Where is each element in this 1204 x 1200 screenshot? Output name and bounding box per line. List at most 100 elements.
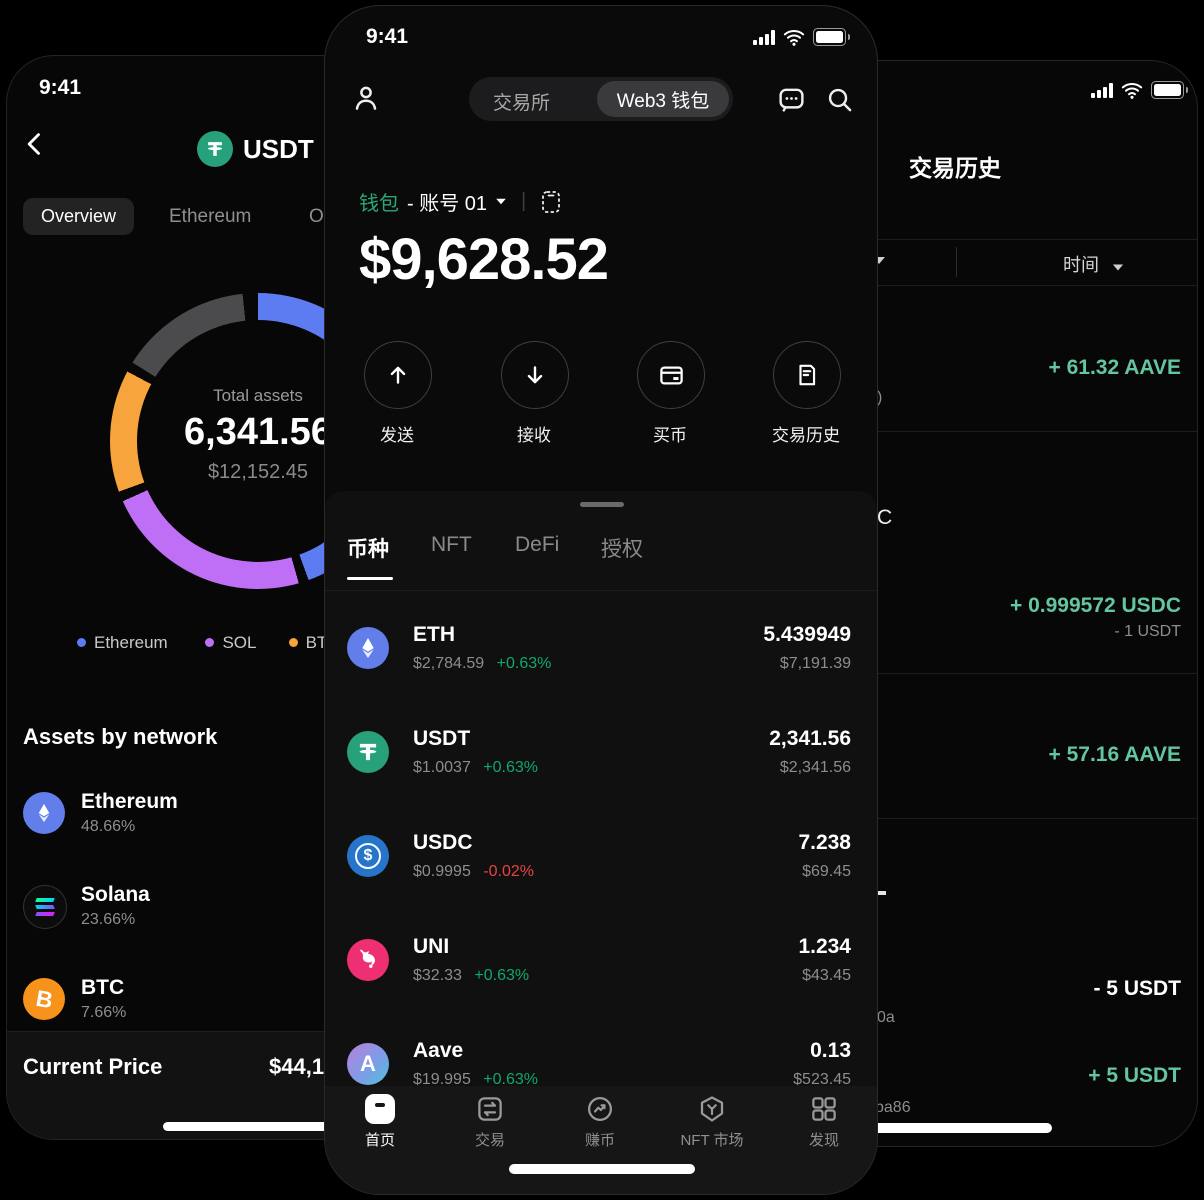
coin-amount: 7.238 bbox=[798, 831, 851, 854]
hidden-filter-caret[interactable] bbox=[873, 257, 885, 264]
coin-symbol: USDT bbox=[413, 727, 471, 750]
tab-nft[interactable]: NFT bbox=[431, 533, 472, 556]
tab-overview-label: Overview bbox=[41, 206, 117, 226]
nav-earn[interactable]: 赚币 bbox=[545, 1094, 655, 1150]
network-percent: 7.66% bbox=[81, 1004, 127, 1021]
tab-web3-wallet[interactable]: Web3 钱包 bbox=[597, 81, 729, 117]
coin-symbol: ETH bbox=[413, 623, 455, 646]
tab-approvals[interactable]: 授权 bbox=[601, 538, 643, 561]
time-filter-caret bbox=[1112, 264, 1124, 271]
tether-glyph-icon bbox=[207, 142, 223, 156]
network-row-btc[interactable]: B BTC 7.66% bbox=[23, 976, 623, 1022]
wifi-icon bbox=[1121, 82, 1143, 99]
back-button[interactable] bbox=[21, 130, 49, 158]
earn-icon bbox=[588, 1097, 612, 1121]
tab-ethereum[interactable]: Ethereum bbox=[169, 206, 251, 228]
wallet-label: 钱包 bbox=[359, 193, 399, 215]
coin-price-change: $19.995 +0.63% bbox=[413, 1071, 539, 1088]
coin-price-change: $0.9995 -0.02% bbox=[413, 863, 534, 880]
tab-coins[interactable]: 币种 bbox=[347, 538, 389, 561]
btc-network-icon: B bbox=[23, 978, 65, 1020]
transaction-amount[interactable]: - 5 USDT bbox=[1093, 977, 1181, 1000]
arrow-up-icon bbox=[390, 366, 406, 384]
home-indicator[interactable] bbox=[509, 1164, 695, 1174]
usdt-coin-icon bbox=[347, 731, 389, 773]
wifi-icon bbox=[783, 29, 805, 46]
transaction-partial-glyph bbox=[877, 891, 886, 895]
coin-row-eth[interactable]: ETH $2,784.59 +0.63% 5.439949 $7,191.39 bbox=[325, 611, 877, 715]
tab-other-label: O bbox=[309, 206, 324, 227]
network-name: Solana bbox=[81, 883, 150, 906]
network-name: Ethereum bbox=[81, 790, 178, 813]
message-button[interactable] bbox=[777, 85, 806, 114]
status-icons bbox=[1091, 81, 1188, 99]
coin-amount: 0.13 bbox=[810, 1039, 851, 1062]
ethereum-network-icon bbox=[23, 792, 65, 834]
coin-symbol: UNI bbox=[413, 935, 450, 958]
transaction-partial-text: ) bbox=[877, 389, 883, 406]
profile-button[interactable] bbox=[351, 83, 381, 113]
search-icon bbox=[828, 88, 852, 112]
battery-icon bbox=[813, 28, 850, 46]
assets-panel: 币种 NFT DeFi 授权 ETH $2,784.59 +0.63% 5.43… bbox=[325, 491, 877, 1194]
home-indicator[interactable] bbox=[849, 1123, 1052, 1133]
action-send[interactable]: 发送 bbox=[364, 341, 432, 445]
home-icon bbox=[365, 1094, 395, 1124]
action-receive[interactable]: 接收 bbox=[501, 341, 569, 445]
status-icons bbox=[753, 28, 850, 46]
coin-value: $523.45 bbox=[793, 1071, 851, 1088]
coin-price-change: $32.33 +0.63% bbox=[413, 967, 530, 984]
current-price-label: Current Price bbox=[23, 1054, 163, 1079]
signal-icon bbox=[753, 29, 775, 45]
transaction-amount[interactable]: + 5 USDT bbox=[1088, 1064, 1181, 1087]
drag-handle[interactable] bbox=[580, 502, 624, 507]
nav-discover[interactable]: 发现 bbox=[769, 1094, 877, 1150]
action-label: 接收 bbox=[517, 426, 551, 445]
coin-value: $43.45 bbox=[802, 967, 851, 984]
coin-row-usdt[interactable]: USDT $1.0037 +0.63% 2,341.56 $2,341.56 bbox=[325, 715, 877, 819]
scan-icon[interactable] bbox=[540, 190, 562, 214]
transaction-partial-text: C bbox=[877, 506, 893, 529]
search-button[interactable] bbox=[825, 85, 854, 114]
solana-network-icon bbox=[23, 885, 67, 929]
account-caret-icon bbox=[496, 198, 506, 205]
nav-home[interactable]: 首页 bbox=[325, 1094, 435, 1150]
action-buy[interactable]: 买币 bbox=[637, 341, 705, 445]
transaction-amount[interactable]: + 61.32 AAVE bbox=[1048, 356, 1182, 379]
time-filter[interactable]: 时间 bbox=[1063, 251, 1124, 277]
coin-price-change: $2,784.59 +0.63% bbox=[413, 655, 552, 672]
network-percent: 48.66% bbox=[81, 818, 136, 835]
nft-market-icon bbox=[700, 1096, 724, 1122]
account-selector[interactable]: 钱包 - 账号 01 | bbox=[359, 187, 562, 216]
nav-nft-market[interactable]: NFT 市场 bbox=[657, 1094, 767, 1150]
coin-amount: 1.234 bbox=[798, 935, 851, 958]
coin-symbol: USDC bbox=[413, 831, 473, 854]
coin-row-aave[interactable]: A Aave $19.995 +0.63% 0.13 $523.45 bbox=[325, 1027, 877, 1131]
coin-value: $2,341.56 bbox=[779, 759, 851, 776]
transaction-amount[interactable]: + 57.16 AAVE bbox=[1048, 743, 1182, 766]
coin-symbol: Aave bbox=[413, 1039, 464, 1062]
tab-overview[interactable]: Overview bbox=[23, 198, 135, 235]
coin-value: $7,191.39 bbox=[779, 655, 851, 672]
donut-center-label: Total assets bbox=[213, 386, 303, 405]
status-time: 9:41 bbox=[366, 25, 409, 48]
transaction-amount[interactable]: + 0.999572 USDC bbox=[1009, 594, 1181, 617]
network-row-solana[interactable]: Solana 23.66% bbox=[23, 883, 623, 929]
legend-dot-sol bbox=[205, 638, 215, 647]
eth-coin-icon bbox=[347, 627, 389, 669]
coin-row-usdc[interactable]: $ USDC $0.9995 -0.02% 7.238 $69.45 bbox=[325, 819, 877, 923]
action-history[interactable]: 交易历史 bbox=[772, 341, 841, 445]
tab-defi[interactable]: DeFi bbox=[515, 533, 560, 556]
coin-row-uni[interactable]: UNI $32.33 +0.63% 1.234 $43.45 bbox=[325, 923, 877, 1027]
tab-other[interactable]: O bbox=[309, 206, 324, 228]
tab-exchange[interactable]: 交易所 bbox=[493, 93, 551, 114]
status-time: 9:41 bbox=[39, 76, 82, 99]
uni-coin-icon bbox=[347, 939, 389, 981]
network-row-ethereum[interactable]: Ethereum 48.66% bbox=[23, 790, 623, 836]
account-label: - 账号 01 bbox=[407, 193, 488, 215]
section-title: Assets by network bbox=[23, 724, 218, 749]
home-indicator[interactable] bbox=[163, 1122, 463, 1131]
back-chevron-icon bbox=[27, 133, 40, 155]
nav-trade[interactable]: 交易 bbox=[435, 1094, 545, 1150]
